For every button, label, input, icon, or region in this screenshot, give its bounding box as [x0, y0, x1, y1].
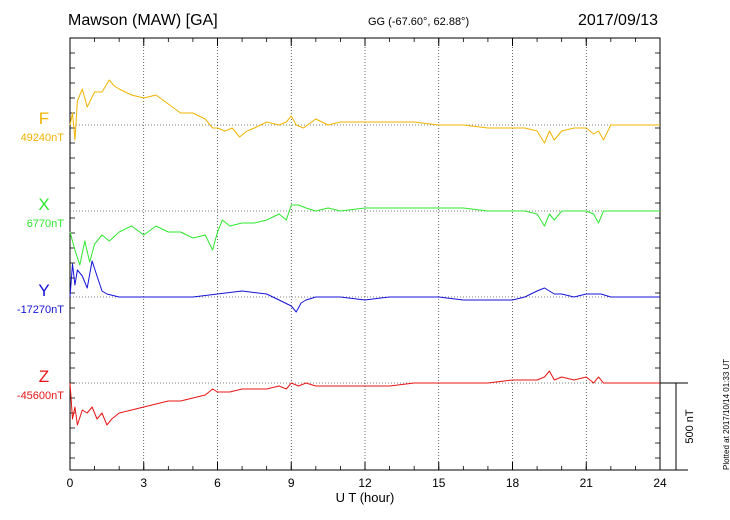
station-coordinates: GG (-67.60°, 62.88°)	[368, 16, 470, 28]
x-tick-label: 0	[67, 476, 74, 490]
series-baseline-label-x: 6770nT	[27, 218, 65, 230]
x-tick-label: 9	[288, 476, 295, 490]
x-tick-label: 21	[580, 476, 594, 490]
chart-date: 2017/09/13	[578, 12, 659, 29]
series-name-f: F	[39, 109, 49, 128]
series-name-z: Z	[39, 367, 49, 386]
series-line-f	[69, 79, 660, 144]
series-baseline-label-f: 49240nT	[21, 132, 65, 144]
scale-bar-label: 500 nT	[684, 409, 696, 444]
series-line-z	[69, 370, 660, 426]
chart-title: Mawson (MAW) [GA]	[68, 12, 218, 29]
series-line-y	[69, 260, 660, 313]
x-tick-label: 12	[358, 476, 372, 490]
series-name-x: X	[38, 195, 49, 214]
series-baseline-label-y: -17270nT	[17, 304, 64, 316]
series-line-x	[69, 204, 660, 266]
x-tick-label: 24	[653, 476, 667, 490]
x-tick-label: 18	[506, 476, 520, 490]
x-tick-label: 3	[140, 476, 147, 490]
x-tick-label: 6	[214, 476, 221, 490]
x-tick-label: 15	[432, 476, 446, 490]
series-name-y: Y	[38, 281, 49, 300]
x-axis-label: U T (hour)	[336, 490, 395, 505]
series-baseline-label-z: -45600nT	[17, 390, 64, 402]
